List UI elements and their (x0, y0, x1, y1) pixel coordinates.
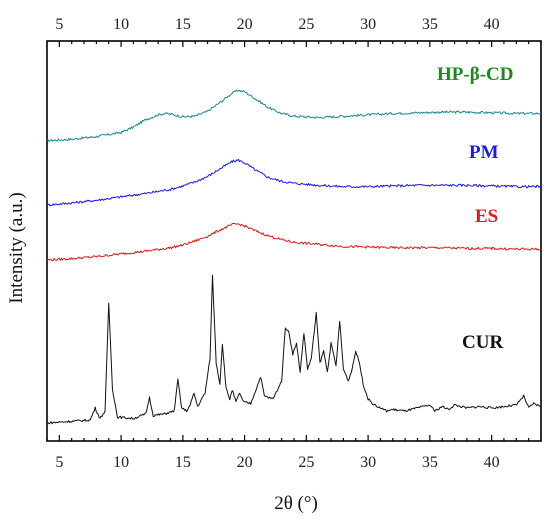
x-tick-label-top: 10 (113, 16, 129, 33)
x-tick-label: 30 (360, 454, 376, 471)
series-label-es: ES (475, 206, 498, 227)
x-tick-label-top: 5 (55, 16, 63, 33)
x-tick-label: 10 (113, 454, 129, 471)
x-tick-label-top: 25 (298, 16, 314, 33)
x-tick-label: 35 (422, 454, 438, 471)
x-tick-label: 40 (484, 454, 500, 471)
series-line-0 (46, 89, 542, 143)
x-tick-label-top: 20 (237, 16, 253, 33)
x-tick-label: 20 (237, 454, 253, 471)
x-tick-label-top: 15 (175, 16, 191, 33)
x-tick-label-top: 30 (360, 16, 376, 33)
x-tick-label: 5 (55, 454, 63, 471)
x-axis-title: 2θ (°) (274, 493, 318, 514)
x-tick-label-top: 40 (484, 16, 500, 33)
y-axis-title: Intensity (a.u.) (6, 192, 27, 303)
series-label-cur: CUR (462, 332, 503, 353)
x-tick-label: 15 (175, 454, 191, 471)
series-line-1 (46, 158, 542, 207)
series-label-pm: PM (469, 142, 499, 163)
series-line-2 (46, 222, 542, 262)
x-tick-label-top: 35 (422, 16, 438, 33)
series-label-hp-beta-cd: HP-β-CD (437, 64, 514, 85)
x-tick-label: 25 (298, 454, 314, 471)
series-traces (46, 89, 542, 425)
x-axis-bottom: 5 10 15 20 25 30 35 40 (46, 435, 542, 471)
x-axis-top: 5 10 15 20 25 30 35 40 (46, 16, 542, 47)
series-line-3 (46, 274, 542, 425)
